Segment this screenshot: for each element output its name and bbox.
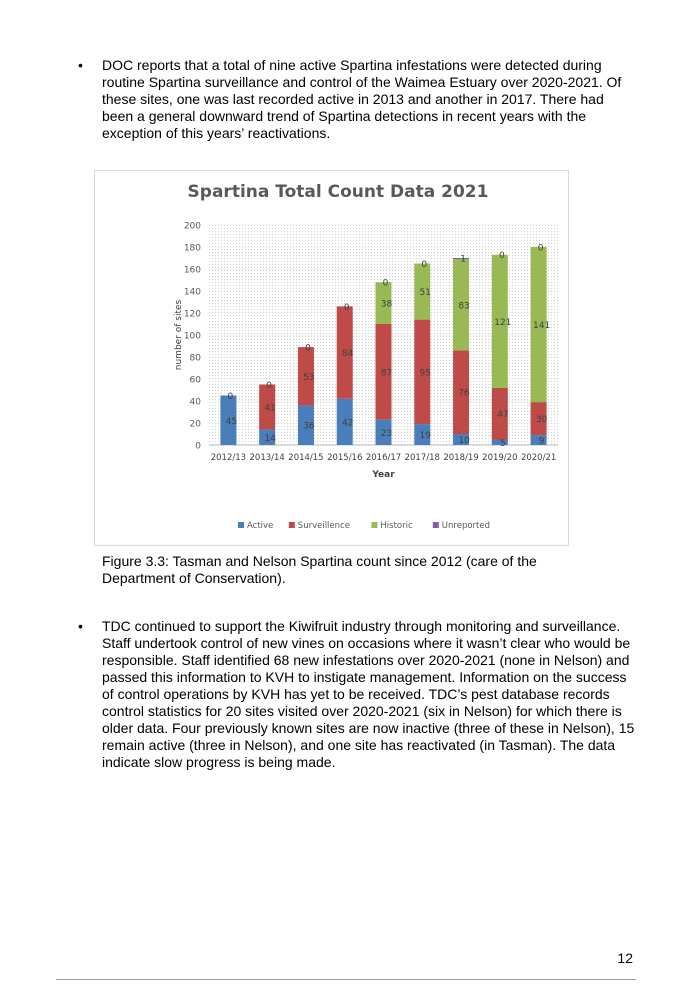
- data-label: 9: [539, 437, 545, 447]
- data-label-top: 0: [305, 344, 311, 354]
- legend-label: Historic: [380, 521, 413, 531]
- data-label: 83: [458, 301, 469, 311]
- x-tick-label: 2020/21: [521, 453, 556, 463]
- x-tick-label: 2015/16: [327, 453, 362, 463]
- bar-surveillence: [259, 384, 276, 430]
- bar-historic: [491, 254, 508, 388]
- data-label: 36: [303, 422, 315, 432]
- bullet-marker: •: [78, 57, 83, 73]
- y-tick-label: 0: [195, 442, 201, 452]
- data-label: 10: [458, 436, 470, 446]
- data-label-top: 0: [383, 279, 389, 289]
- y-tick-label: 60: [190, 376, 202, 386]
- legend-swatch: [371, 522, 378, 528]
- bar-active: [530, 435, 547, 445]
- bar-surveillence: [414, 319, 431, 425]
- y-axis-title: number of sites: [174, 299, 184, 370]
- x-tick-label: 2012/13: [211, 453, 246, 463]
- bar-surveillence: [530, 402, 547, 436]
- x-tick-label: 2017/18: [405, 453, 440, 463]
- x-axis-title: Year: [371, 470, 395, 480]
- data-label-top: 0: [421, 260, 427, 270]
- bullet-text: TDC continued to support the Kiwifruit i…: [102, 618, 635, 770]
- data-label: 95: [420, 368, 431, 378]
- legend-label: Unreported: [442, 521, 490, 531]
- bullet-marker: •: [78, 618, 83, 634]
- y-tick-label: 80: [190, 354, 202, 364]
- bar-surveillence: [453, 350, 470, 434]
- bar-historic: [453, 259, 470, 351]
- figure-caption: Figure 3.3: Tasman and Nelson Spartina c…: [102, 553, 537, 586]
- data-label: 84: [342, 349, 354, 359]
- data-label: 23: [381, 429, 392, 439]
- bar-active: [453, 434, 470, 445]
- legend-label: Active: [247, 521, 273, 531]
- bar-active: [220, 395, 237, 445]
- page-number: 12: [617, 950, 633, 966]
- y-tick-label: 180: [184, 244, 201, 254]
- chart-svg: Spartina Total Count Data 2021 0 20 40 60 80…: [174, 182, 558, 531]
- bar-surveillence: [336, 306, 353, 399]
- data-label: 14: [264, 434, 276, 444]
- legend-label: Surveillence: [298, 521, 350, 531]
- bar-historic: [414, 263, 431, 320]
- data-label: 19: [420, 431, 432, 441]
- x-tick-label: 2016/17: [366, 453, 401, 463]
- data-label: 38: [381, 300, 393, 310]
- x-tick-label: 2014/15: [288, 453, 323, 463]
- data-label-top: 0: [228, 392, 234, 402]
- legend-swatch: [238, 522, 244, 528]
- data-label: 53: [303, 373, 314, 383]
- data-label-top: 0: [538, 244, 544, 254]
- bar-surveillence: [491, 387, 508, 440]
- bar-active: [336, 398, 353, 445]
- data-label: 45: [226, 417, 237, 427]
- bar-active: [259, 429, 276, 445]
- legend-swatch: [432, 522, 439, 528]
- data-label-top: 0: [344, 303, 350, 313]
- spartina-chart: Spartina Total Count Data 2021 0 20 40 60 80…: [94, 170, 569, 546]
- bar-active: [491, 439, 508, 445]
- data-label-top: 0: [499, 251, 505, 261]
- legend-swatch: [288, 522, 295, 528]
- bar-surveillence: [297, 347, 314, 406]
- chart-title: Spartina Total Count Data 2021: [188, 182, 489, 202]
- y-tick-label: 40: [190, 398, 202, 408]
- data-label: 42: [342, 418, 353, 428]
- data-label-top: 1: [460, 255, 466, 265]
- y-tick-label: 120: [184, 310, 201, 320]
- bar-surveillence: [375, 324, 392, 420]
- bar-active: [297, 405, 314, 445]
- y-tick-label: 140: [184, 288, 201, 298]
- data-label: 30: [536, 415, 548, 425]
- bar-historic: [375, 282, 392, 324]
- x-tick-label: 2013/14: [250, 453, 285, 463]
- data-label: 141: [533, 321, 550, 331]
- y-tick-label: 20: [190, 420, 202, 430]
- y-tick-label: 200: [184, 222, 201, 232]
- data-label: 121: [494, 318, 511, 328]
- y-tick-label: 160: [184, 266, 201, 276]
- x-tick-label: 2019/20: [482, 453, 517, 463]
- data-label-top: 0: [266, 381, 272, 391]
- bar-unreported: [453, 258, 470, 260]
- y-tick-label: 100: [184, 332, 201, 342]
- footer-divider: [56, 979, 636, 980]
- x-tick-label: 2018/19: [443, 453, 478, 463]
- data-label: 76: [458, 389, 470, 399]
- bar-active: [375, 419, 392, 445]
- data-label: 87: [381, 368, 392, 378]
- data-label: 41: [264, 404, 275, 414]
- bar-active: [414, 424, 431, 445]
- bar-historic: [530, 247, 547, 403]
- data-label: 5: [500, 439, 506, 449]
- bullet-text: DOC reports that a total of nine active …: [102, 57, 622, 141]
- data-label: 51: [420, 288, 431, 298]
- data-label: 47: [497, 410, 508, 420]
